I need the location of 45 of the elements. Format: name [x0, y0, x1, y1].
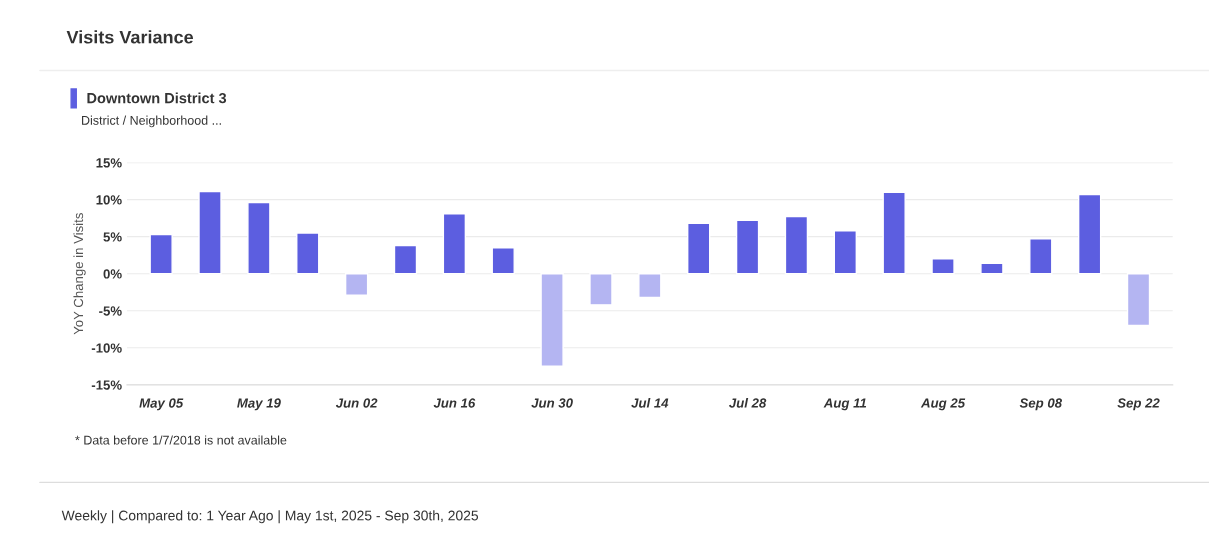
bar	[198, 190, 222, 275]
x-tick-label: Jun 16	[433, 398, 476, 408]
bar	[344, 273, 369, 296]
y-tick-label: -10%	[91, 343, 122, 353]
x-tick-label: May 19	[237, 398, 281, 411]
x-tick-label: Aug 25	[920, 398, 966, 411]
bar	[980, 262, 1004, 275]
x-tick-label: Jul 14	[631, 398, 669, 408]
y-tick-label: -5%	[99, 306, 122, 316]
bar	[735, 219, 760, 275]
text: * Data before 1/7/2018 is not available	[75, 435, 287, 445]
bar	[442, 213, 467, 275]
x-tick-label: Jul 28	[729, 398, 767, 408]
y-axis-title: YoY Change in Visits	[73, 213, 86, 335]
text: Weekly | Compared to: 1 Year Ago | May 1st, 2025 - Sep 30th, 2025	[61, 510, 479, 524]
chart-title: Visits Variance	[66, 30, 194, 44]
bar	[1126, 273, 1151, 327]
y-tick-label: 5%	[103, 232, 122, 242]
bar	[882, 191, 906, 275]
x-tick-label: Jun 02	[335, 398, 378, 408]
bar	[589, 273, 613, 306]
y-tick-label: -15%	[91, 380, 122, 390]
bar	[491, 247, 515, 275]
bar	[1077, 193, 1102, 275]
bar	[296, 232, 320, 275]
y-tick-label: 15%	[96, 158, 122, 168]
x-tick-label: May 05	[139, 398, 184, 411]
bar	[247, 201, 271, 275]
x-tick-label: Sep 22	[1117, 398, 1160, 411]
bar	[540, 273, 564, 367]
y-tick-label: 0%	[103, 269, 122, 279]
bar	[638, 273, 662, 299]
bar	[931, 258, 955, 275]
bar	[833, 230, 858, 275]
x-tick-label: Sep 08	[1019, 398, 1063, 411]
x-tick-label: Jun 30	[531, 398, 573, 408]
bar	[784, 215, 809, 275]
legend-label: Downtown District 3	[87, 92, 227, 104]
x-tick-label: Aug 11	[823, 398, 867, 411]
bar	[1029, 238, 1053, 275]
y-tick-label: 10%	[96, 195, 122, 205]
bar	[393, 244, 418, 275]
bar	[149, 233, 173, 275]
bar	[687, 222, 711, 275]
text: District / Neighborhood ...	[82, 115, 221, 128]
